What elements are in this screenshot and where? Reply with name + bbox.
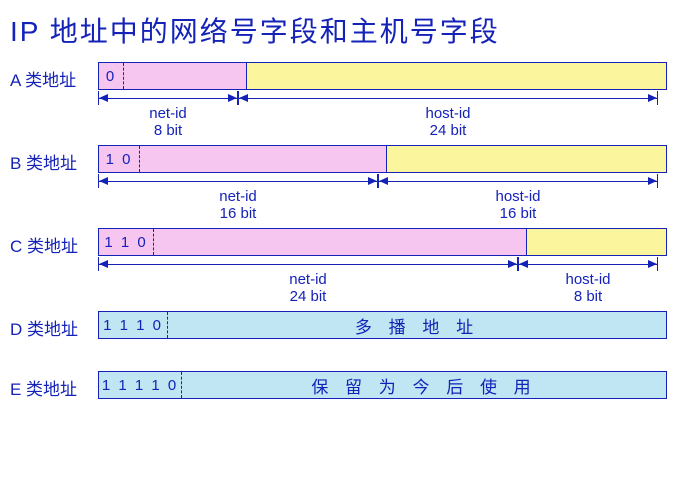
class-b-dim-host: host-id 16 bit	[378, 176, 658, 223]
class-d-body-seg: 多 播 地 址	[168, 312, 666, 338]
dim-bits: 8 bit	[574, 288, 602, 305]
class-c-dims: net-id 24 bit host-id 8 bit	[98, 259, 667, 303]
class-b-label: B 类地址	[10, 145, 98, 174]
class-d-bar: 1 1 1 0 多 播 地 址	[98, 311, 667, 339]
class-c-dim-net: net-id 24 bit	[98, 259, 518, 306]
class-e-body-seg: 保 留 为 今 后 使 用	[182, 372, 666, 398]
class-b-row: B 类地址 1 0 net-id 16 bit	[10, 145, 667, 220]
class-a-prefix: 0	[99, 63, 124, 89]
class-b-hostid-seg	[386, 146, 666, 172]
class-e-label: E 类地址	[10, 371, 98, 400]
dim-line	[98, 176, 378, 188]
page-title: IP 地址中的网络号字段和主机号字段	[10, 10, 667, 50]
class-a-row: A 类地址 0 net-id 8 bit	[10, 62, 667, 137]
dim-label: host-id 8 bit	[518, 271, 658, 306]
dim-label: net-id 16 bit	[98, 188, 378, 223]
dim-line	[518, 259, 658, 271]
class-b-dim-net: net-id 16 bit	[98, 176, 378, 223]
class-c-label: C 类地址	[10, 228, 98, 257]
dim-line	[238, 93, 658, 105]
class-d-bar-area: 1 1 1 0 多 播 地 址	[98, 311, 667, 363]
dim-name: net-id	[149, 105, 187, 122]
class-c-dim-host: host-id 8 bit	[518, 259, 658, 306]
dim-bits: 24 bit	[430, 122, 467, 139]
dim-bits: 16 bit	[220, 205, 257, 222]
dim-name: host-id	[565, 271, 610, 288]
class-a-bar-area: 0 net-id 8 bit	[98, 62, 667, 137]
class-b-bar: 1 0	[98, 145, 667, 173]
class-c-netid-seg	[154, 229, 526, 255]
class-a-netid-seg	[124, 63, 246, 89]
class-b-prefix: 1 0	[99, 146, 140, 172]
class-d-prefix: 1 1 1 0	[99, 312, 168, 338]
class-a-label: A 类地址	[10, 62, 98, 91]
class-c-prefix: 1 1 0	[99, 229, 154, 255]
class-d-label: D 类地址	[10, 311, 98, 340]
class-a-hostid-seg	[246, 63, 666, 89]
class-e-bar-area: 1 1 1 1 0 保 留 为 今 后 使 用	[98, 371, 667, 399]
dim-bits: 16 bit	[500, 205, 537, 222]
class-a-dim-net: net-id 8 bit	[98, 93, 238, 140]
dim-label: host-id 24 bit	[238, 105, 658, 140]
class-a-bar: 0	[98, 62, 667, 90]
dim-bits: 24 bit	[290, 288, 327, 305]
dim-name: net-id	[219, 188, 257, 205]
class-c-bar-area: 1 1 0 net-id 24 bit	[98, 228, 667, 303]
dim-name: host-id	[425, 105, 470, 122]
dim-line	[98, 93, 238, 105]
dim-label: net-id 8 bit	[98, 105, 238, 140]
class-a-dim-host: host-id 24 bit	[238, 93, 658, 140]
dim-bits: 8 bit	[154, 122, 182, 139]
class-b-netid-seg	[140, 146, 386, 172]
class-b-bar-area: 1 0 net-id 16 bit	[98, 145, 667, 220]
dim-line	[98, 259, 518, 271]
class-e-prefix: 1 1 1 1 0	[99, 372, 182, 398]
class-c-bar: 1 1 0	[98, 228, 667, 256]
class-e-row: E 类地址 1 1 1 1 0 保 留 为 今 后 使 用	[10, 371, 667, 400]
dim-name: host-id	[495, 188, 540, 205]
dim-label: net-id 24 bit	[98, 271, 518, 306]
class-b-dims: net-id 16 bit host-id 16 bit	[98, 176, 667, 220]
class-e-bar: 1 1 1 1 0 保 留 为 今 后 使 用	[98, 371, 667, 399]
class-c-row: C 类地址 1 1 0 net-id 24 bit	[10, 228, 667, 303]
class-d-row: D 类地址 1 1 1 0 多 播 地 址	[10, 311, 667, 363]
class-a-dims: net-id 8 bit host-id 24 bit	[98, 93, 667, 137]
dim-line	[378, 176, 658, 188]
class-c-hostid-seg	[526, 229, 666, 255]
dim-name: net-id	[289, 271, 327, 288]
dim-label: host-id 16 bit	[378, 188, 658, 223]
